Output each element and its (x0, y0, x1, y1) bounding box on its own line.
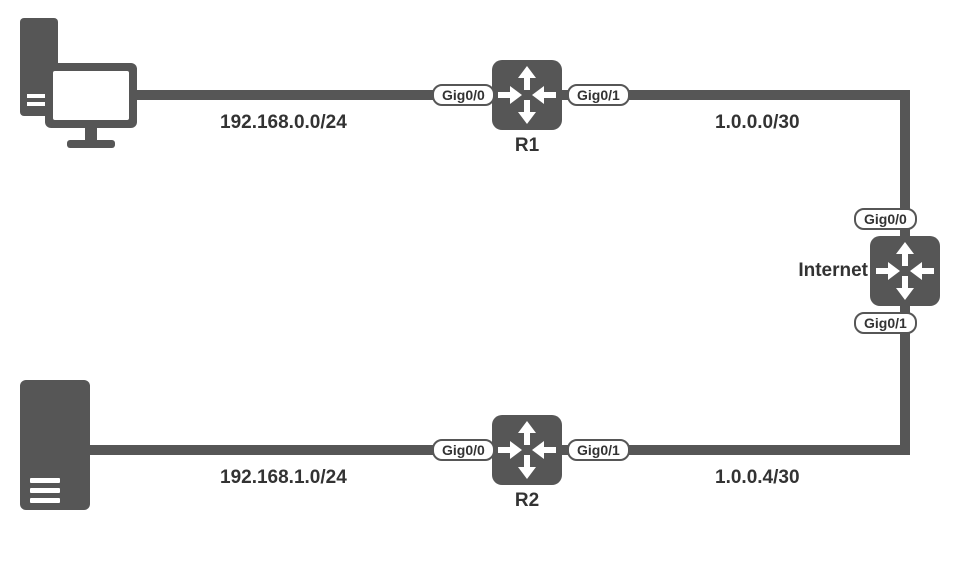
pc-monitor (45, 63, 137, 155)
net-lan1-label: 192.168.0.0/24 (220, 112, 347, 134)
workstation-icon (20, 18, 140, 148)
router-icon (492, 415, 562, 485)
router-r1 (492, 60, 562, 130)
router-internet (870, 236, 940, 306)
if-r2-g01: Gig0/1 (567, 439, 630, 461)
router-r1-label: R1 (492, 135, 562, 157)
server-icon (20, 380, 90, 510)
router-icon (492, 60, 562, 130)
if-internet-g00: Gig0/0 (854, 208, 917, 230)
router-r2-label: R2 (492, 490, 562, 512)
if-r1-g00: Gig0/0 (432, 84, 495, 106)
if-r2-g00: Gig0/0 (432, 439, 495, 461)
net-wan1-label: 1.0.0.0/30 (715, 112, 800, 134)
router-r2 (492, 415, 562, 485)
if-r1-g01: Gig0/1 (567, 84, 630, 106)
net-wan2-label: 1.0.0.4/30 (715, 467, 800, 489)
router-internet-label: Internet (778, 260, 868, 282)
if-internet-g01: Gig0/1 (854, 312, 917, 334)
router-icon (870, 236, 940, 306)
topology-canvas: R1 R2 Internet 192.168.0.0/24 1.0.0.0/30… (0, 0, 964, 588)
net-lan2-label: 192.168.1.0/24 (220, 467, 347, 489)
